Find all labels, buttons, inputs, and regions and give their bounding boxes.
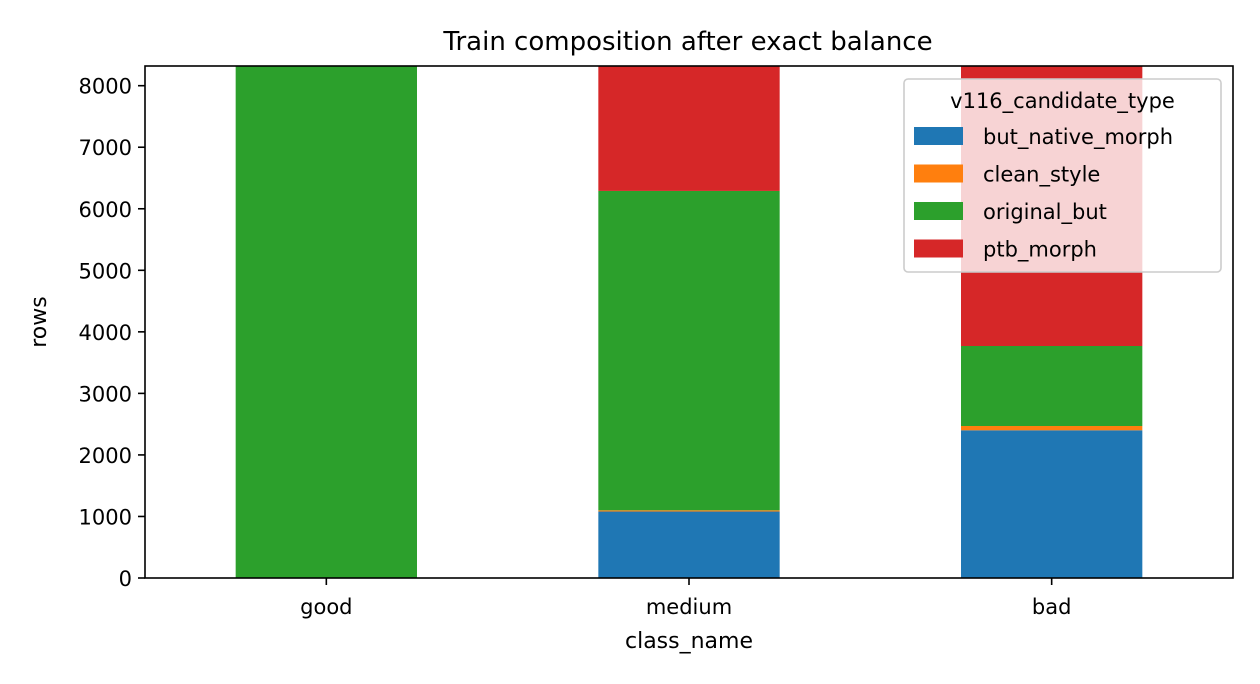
y-axis-label: rows <box>27 296 52 347</box>
bar-good-original_but <box>235 66 417 578</box>
bar-bad-but_native_morph <box>961 430 1143 578</box>
bar-bad-original_but <box>961 346 1143 426</box>
x-axis: good medium bad <box>300 578 1071 619</box>
y-tick-label: 8000 <box>79 75 132 99</box>
legend-swatch-but_native_morph <box>914 127 963 145</box>
y-tick-label: 5000 <box>79 259 132 283</box>
legend-swatch-ptb_morph <box>914 239 963 258</box>
x-tick-label: good <box>300 595 352 619</box>
legend-label-clean_style: clean_style <box>983 163 1100 188</box>
legend: v116_candidate_type but_native_morphclean… <box>903 78 1222 273</box>
bar-medium-ptb_morph <box>598 66 780 191</box>
y-tick-label: 2000 <box>79 444 132 468</box>
bar-medium-but_native_morph <box>598 511 780 578</box>
legend-label-ptb_morph: ptb_morph <box>983 238 1097 263</box>
legend-box <box>903 78 1222 273</box>
y-tick-label: 7000 <box>79 136 132 160</box>
legend-label-original_but: original_but <box>983 200 1107 225</box>
bars-group <box>235 66 1143 578</box>
y-tick-label: 6000 <box>79 198 132 222</box>
legend-swatch-original_but <box>914 202 963 220</box>
bar-medium-original_but <box>598 190 780 511</box>
x-axis-label: class_name <box>625 629 753 654</box>
chart-title: Train composition after exact balance <box>442 27 932 57</box>
x-tick-label: medium <box>646 595 732 619</box>
y-tick-label: 0 <box>119 567 132 591</box>
bar-medium-clean_style <box>598 510 780 512</box>
y-axis: 0 1000 2000 3000 4000 5000 6000 7000 8000 <box>79 75 145 591</box>
legend-label-but_native_morph: but_native_morph <box>983 125 1173 150</box>
legend-swatch-clean_style <box>914 164 963 183</box>
y-tick-label: 4000 <box>79 321 132 345</box>
x-tick-label: bad <box>1032 595 1072 619</box>
y-tick-label: 3000 <box>79 382 132 406</box>
bar-bad-clean_style <box>961 426 1143 431</box>
y-tick-label: 1000 <box>79 505 132 529</box>
legend-title: v116_candidate_type <box>950 89 1175 114</box>
